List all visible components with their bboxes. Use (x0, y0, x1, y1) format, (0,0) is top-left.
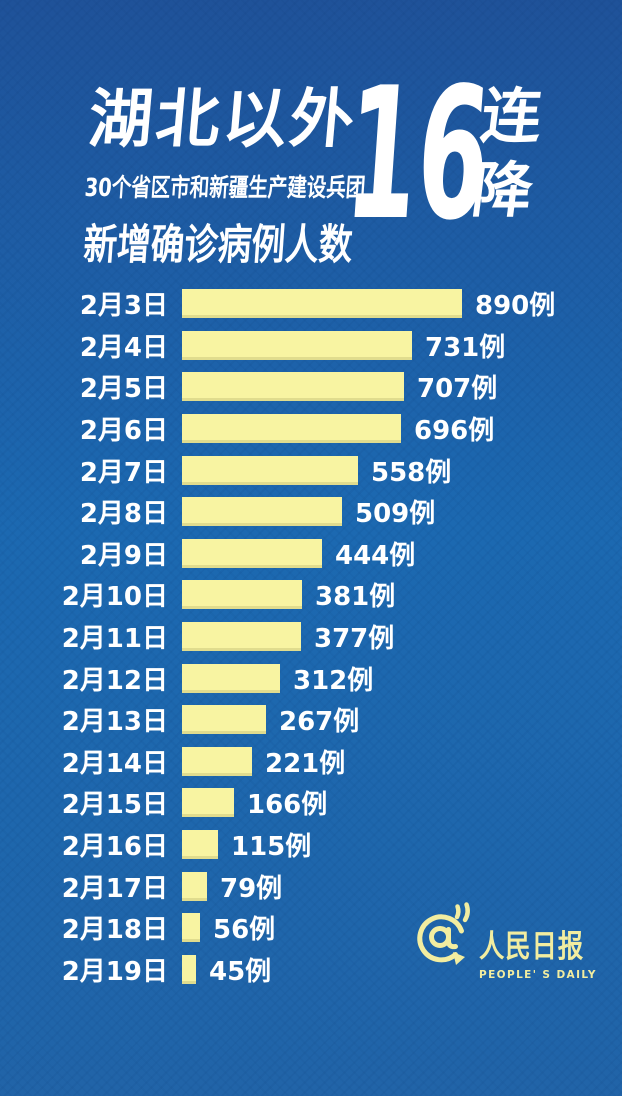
chart-row: 2月15日 166例 (0, 782, 622, 824)
date-label: 2月12日 (61, 665, 168, 696)
value-label: 509例 (355, 499, 436, 530)
date-label: 2月3日 (79, 291, 168, 322)
date-label: 2月15日 (61, 790, 168, 821)
bar (182, 622, 301, 652)
value-label: 56例 (213, 915, 276, 946)
bar (182, 330, 412, 360)
bar (182, 746, 252, 776)
bar (182, 954, 196, 984)
date-label: 2月16日 (61, 832, 168, 863)
value-label: 312例 (293, 665, 374, 696)
bar (182, 830, 218, 860)
chart-row: 2月13日 267例 (0, 699, 622, 741)
date-label: 2月6日 (79, 416, 168, 447)
peoples-daily-logo: 人民日报 PEOPLE' S DAILY (412, 901, 607, 981)
value-label: 45例 (209, 956, 272, 987)
date-label: 2月18日 (61, 915, 168, 946)
logo-chinese-name: 人民日报 (479, 929, 584, 965)
title-subtitle2: 新增确诊病例人数 (81, 220, 355, 269)
bar (182, 414, 401, 444)
bar (182, 497, 342, 527)
highlight-number: 16 (339, 48, 497, 260)
value-label: 707例 (417, 374, 498, 405)
date-label: 2月5日 (79, 374, 168, 405)
bar (182, 455, 358, 485)
chart-row: 2月16日 115例 (0, 824, 622, 866)
value-label: 79例 (220, 873, 283, 904)
chart-row: 2月17日 79例 (0, 865, 622, 907)
date-label: 2月17日 (61, 873, 168, 904)
chart-row: 2月10日 381例 (0, 574, 622, 616)
date-label: 2月10日 (61, 582, 168, 613)
value-label: 221例 (265, 748, 346, 779)
chart-row: 2月18日 56例 (0, 907, 622, 949)
chart-row: 2月14日 221例 (0, 741, 622, 783)
date-label: 2月8日 (79, 499, 168, 530)
value-label: 166例 (247, 790, 328, 821)
chart-row: 2月4日 731例 (0, 325, 622, 367)
value-label: 890例 (475, 291, 556, 322)
date-label: 2月7日 (79, 457, 168, 488)
value-label: 381例 (315, 582, 396, 613)
date-label: 2月14日 (61, 748, 168, 779)
value-label: 377例 (314, 624, 395, 655)
date-label: 2月9日 (79, 540, 168, 571)
chart-row: 2月19日 45例 (0, 949, 622, 991)
headline-highlight: 16 连 降 (340, 48, 546, 260)
value-label: 731例 (425, 332, 506, 363)
bar (182, 871, 207, 901)
value-label: 115例 (231, 832, 312, 863)
bar (182, 580, 302, 610)
bar-chart: 2月3日 890例 2月4日 731例 2月5日 707例 2月6日 696例 2月7日 558例… (0, 283, 622, 990)
bar (182, 705, 266, 735)
bar (182, 663, 280, 693)
value-label: 267例 (279, 707, 360, 738)
title-subtitle: 30个省区市和新疆生产建设兵团 (83, 173, 367, 202)
chart-row: 2月5日 707例 (0, 366, 622, 408)
bar (182, 372, 404, 402)
date-label: 2月13日 (61, 707, 168, 738)
highlight-char-2: 降 (468, 156, 537, 227)
value-label: 696例 (414, 416, 495, 447)
bar (182, 788, 234, 818)
date-label: 2月19日 (61, 956, 168, 987)
highlight-char-1: 连 (477, 82, 546, 152)
bar (182, 289, 462, 319)
bar (182, 913, 200, 943)
chart-row: 2月6日 696例 (0, 408, 622, 450)
chart-row: 2月9日 444例 (0, 533, 622, 575)
value-label: 444例 (335, 540, 416, 571)
date-label: 2月4日 (79, 332, 168, 363)
at-megaphone-icon (417, 902, 470, 965)
logo-english-name: PEOPLE' S DAILY (479, 969, 597, 981)
chart-row: 2月3日 890例 (0, 283, 622, 325)
bar (182, 538, 322, 568)
chart-row: 2月12日 312例 (0, 657, 622, 699)
chart-row: 2月11日 377例 (0, 616, 622, 658)
value-label: 558例 (371, 457, 452, 488)
logo-text: 人民日报 PEOPLE' S DAILY (479, 921, 607, 981)
chart-row: 2月8日 509例 (0, 491, 622, 533)
chart-row: 2月7日 558例 (0, 449, 622, 491)
date-label: 2月11日 (61, 624, 168, 655)
